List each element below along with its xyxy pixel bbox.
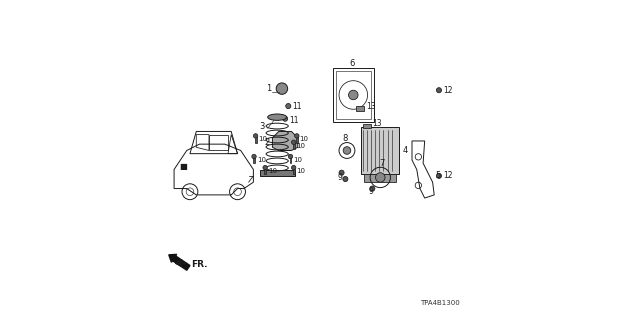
Circle shape <box>288 154 292 159</box>
Circle shape <box>370 186 375 191</box>
Bar <box>264 169 266 174</box>
Bar <box>364 174 396 182</box>
Text: 13: 13 <box>372 119 382 128</box>
Bar <box>361 127 399 174</box>
Bar <box>333 68 374 122</box>
Text: 10: 10 <box>257 157 266 163</box>
Text: 10: 10 <box>268 168 277 174</box>
Text: 10: 10 <box>259 136 268 142</box>
Text: 11: 11 <box>292 102 301 111</box>
Bar <box>363 124 371 128</box>
Circle shape <box>291 165 296 170</box>
FancyArrow shape <box>169 254 190 270</box>
Text: 10: 10 <box>293 157 302 163</box>
Circle shape <box>436 88 442 93</box>
Bar <box>356 106 364 111</box>
Circle shape <box>291 140 296 144</box>
Text: 11: 11 <box>289 116 298 125</box>
Polygon shape <box>273 132 298 150</box>
Circle shape <box>436 173 442 178</box>
Text: 5: 5 <box>436 172 441 180</box>
Circle shape <box>343 147 351 154</box>
Ellipse shape <box>268 114 287 120</box>
Circle shape <box>283 116 287 121</box>
Text: 10: 10 <box>296 143 305 149</box>
Text: 2: 2 <box>264 138 269 147</box>
Circle shape <box>339 170 344 175</box>
Circle shape <box>376 173 385 182</box>
Circle shape <box>253 134 258 138</box>
Circle shape <box>263 165 268 170</box>
Circle shape <box>294 134 299 138</box>
Bar <box>292 169 294 174</box>
Bar <box>253 157 255 163</box>
Bar <box>260 170 294 176</box>
Text: 12: 12 <box>443 172 452 180</box>
Bar <box>336 71 371 119</box>
Bar <box>255 137 257 142</box>
Circle shape <box>285 104 291 108</box>
Text: 7: 7 <box>379 159 385 168</box>
Text: FR.: FR. <box>191 260 208 269</box>
Text: ■: ■ <box>180 162 188 171</box>
Text: 1: 1 <box>266 84 271 93</box>
Bar <box>289 157 291 163</box>
Text: 4: 4 <box>403 146 408 155</box>
Bar <box>292 143 294 149</box>
Circle shape <box>343 177 348 181</box>
Circle shape <box>349 90 358 100</box>
Text: 10: 10 <box>300 136 308 142</box>
Circle shape <box>276 83 287 94</box>
Bar <box>296 137 298 142</box>
Text: 8: 8 <box>342 134 348 143</box>
Text: TPA4B1300: TPA4B1300 <box>420 300 460 306</box>
Circle shape <box>252 154 256 159</box>
Text: 3: 3 <box>260 122 265 131</box>
Text: 9: 9 <box>368 187 373 196</box>
Text: 12: 12 <box>443 86 452 95</box>
Text: 13: 13 <box>366 101 376 111</box>
Text: 6: 6 <box>349 59 355 68</box>
Text: 10: 10 <box>296 168 305 174</box>
Text: 9: 9 <box>337 173 342 182</box>
